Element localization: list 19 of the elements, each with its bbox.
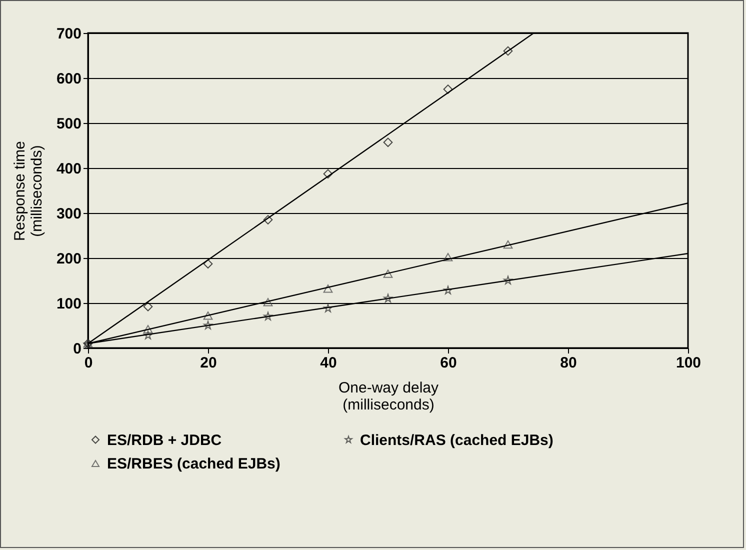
y-tick-label: 100 bbox=[56, 296, 82, 312]
x-tick-label: 100 bbox=[676, 354, 702, 372]
y-tick-label: 600 bbox=[56, 70, 82, 88]
legend-label: ES/RDB + JDBC bbox=[107, 432, 222, 449]
x-tick-label: 0 bbox=[84, 354, 93, 372]
y-tick-label: 300 bbox=[56, 206, 82, 222]
x-tick-label: 20 bbox=[200, 354, 217, 372]
y-axis-title: Response time (milliseconds) bbox=[11, 140, 46, 242]
y-tick-label: 200 bbox=[56, 250, 82, 268]
legend-label: ES/RBES (cached EJBs) bbox=[107, 456, 280, 472]
y-tick-label: 0 bbox=[73, 340, 82, 358]
x-axis-title: One-way delay (milliseconds) bbox=[338, 380, 440, 414]
x-tick-label: 40 bbox=[320, 354, 337, 372]
y-tick-label: 400 bbox=[56, 160, 82, 178]
y-tick-label: 500 bbox=[56, 116, 82, 132]
y-tick-label: 700 bbox=[56, 26, 82, 42]
x-tick-label: 60 bbox=[440, 354, 457, 372]
legend-label: Clients/RAS (cached EJBs) bbox=[360, 432, 554, 449]
x-tick-label: 80 bbox=[560, 354, 577, 372]
